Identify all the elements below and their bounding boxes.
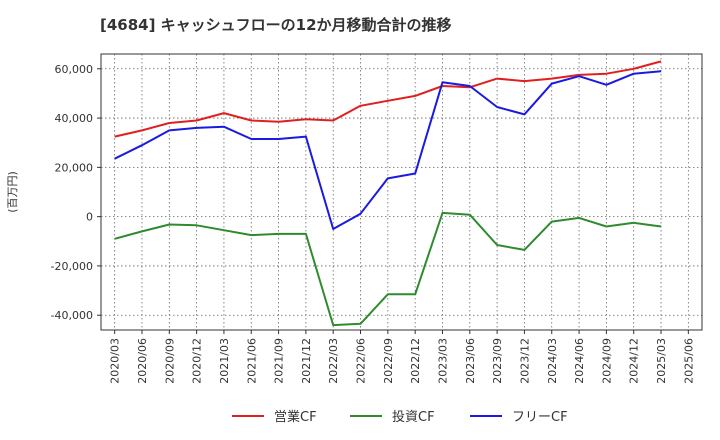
- x-tick-label: 2022/09: [382, 338, 395, 384]
- series-line: [114, 70, 662, 230]
- series-line: [114, 60, 662, 138]
- legend: 営業CF 投資CF フリーCF: [232, 409, 568, 425]
- y-axis-ticks: -40,000 -20,000 0 20,000 40,000 60,000: [51, 63, 101, 322]
- x-tick-label: 2024/12: [628, 338, 641, 384]
- x-tick-label: 2021/03: [218, 338, 231, 384]
- x-tick-label: 2022/12: [409, 338, 422, 384]
- plot-area: [101, 54, 702, 330]
- grid-lines: [101, 54, 702, 330]
- y-tick-label: 0: [86, 211, 93, 224]
- x-tick-label: 2020/12: [191, 338, 204, 384]
- legend-label: フリーCF: [512, 410, 568, 425]
- x-tick-label: 2021/12: [300, 338, 313, 384]
- x-tick-label: 2025/06: [682, 338, 695, 384]
- x-tick-label: 2023/09: [491, 338, 504, 384]
- x-tick-label: 2023/12: [518, 338, 531, 384]
- x-tick-label: 2020/09: [163, 338, 176, 384]
- y-tick-label: 20,000: [55, 161, 94, 174]
- x-tick-label: 2025/03: [655, 338, 668, 384]
- x-tick-label: 2024/09: [600, 338, 613, 384]
- x-tick-label: 2023/03: [436, 338, 449, 384]
- x-tick-label: 2021/06: [245, 338, 258, 384]
- y-tick-label: 40,000: [55, 112, 94, 125]
- x-tick-label: 2024/06: [573, 338, 586, 384]
- y-tick-label: -40,000: [51, 309, 93, 322]
- legend-label: 営業CF: [274, 409, 317, 425]
- plot-frame: [100, 53, 703, 331]
- legend-label: 投資CF: [392, 409, 435, 425]
- chart-title: [4684] キャッシュフローの12か月移動合計の推移: [100, 16, 452, 34]
- y-axis-label: (百万円): [6, 171, 19, 213]
- x-tick-label: 2020/03: [109, 338, 122, 384]
- series-line: [114, 211, 662, 327]
- series-lines: [114, 60, 662, 327]
- x-tick-label: 2021/09: [273, 338, 286, 384]
- y-tick-label: 60,000: [55, 63, 94, 76]
- x-axis-ticks: 2020/03 2020/06 2020/09 2020/12 2021/03 2021/…: [109, 330, 695, 384]
- x-tick-label: 2023/06: [464, 338, 477, 384]
- y-tick-label: -20,000: [51, 260, 93, 273]
- x-tick-label: 2022/03: [327, 338, 340, 384]
- x-tick-label: 2022/06: [355, 338, 368, 384]
- x-tick-label: 2020/06: [136, 338, 149, 384]
- x-tick-label: 2024/03: [546, 338, 559, 384]
